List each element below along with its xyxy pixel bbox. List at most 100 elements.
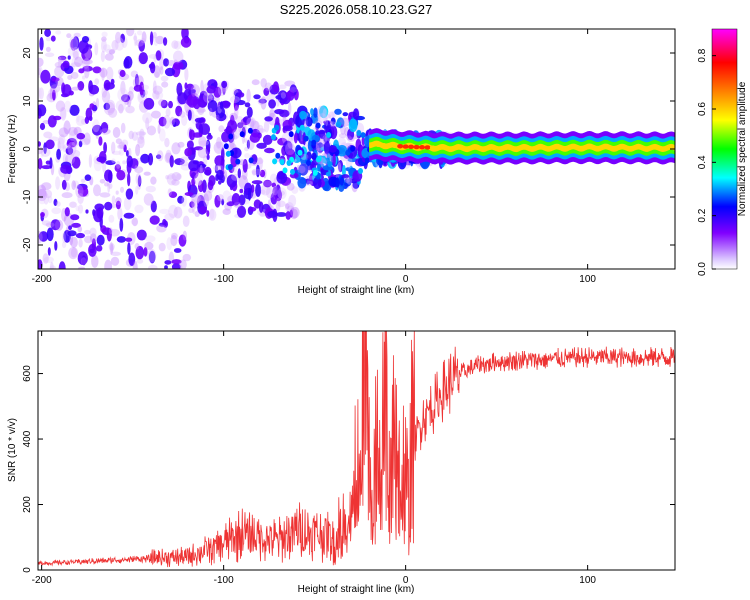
heatmap-cell bbox=[45, 222, 55, 228]
heatmap-cell bbox=[147, 153, 154, 166]
heatmap-cell bbox=[283, 140, 293, 153]
heatmap-cell bbox=[173, 248, 182, 253]
heatmap-cell bbox=[143, 171, 151, 176]
heatmap-cell bbox=[263, 87, 270, 96]
heatmap-cell bbox=[58, 55, 67, 61]
heatmap-cell bbox=[280, 92, 286, 99]
heatmap-cell bbox=[348, 118, 358, 133]
heatmap-cell bbox=[237, 92, 245, 98]
heatmap-cell bbox=[169, 116, 176, 126]
heatmap-cell bbox=[101, 36, 107, 42]
heatmap-cell bbox=[92, 119, 100, 133]
heatmap-cell bbox=[94, 78, 100, 85]
heatmap-cell bbox=[50, 84, 61, 93]
heatmap-cell bbox=[200, 79, 204, 94]
heatmap-cell bbox=[279, 159, 285, 165]
heatmap-cell bbox=[114, 164, 122, 173]
heatmap-cell bbox=[204, 166, 212, 176]
heatmap-cell bbox=[54, 241, 58, 251]
heatmap-cell bbox=[290, 168, 295, 175]
heatmap-cell bbox=[232, 134, 238, 140]
heatmap-cell bbox=[73, 180, 79, 188]
heatmap-cell bbox=[268, 99, 276, 109]
heatmap-cell bbox=[186, 83, 194, 90]
heatmap-cell bbox=[57, 137, 65, 152]
heatmap-cell bbox=[103, 102, 111, 110]
heatmap-cell bbox=[72, 46, 80, 61]
heatmap-cell bbox=[78, 238, 83, 248]
heatmap-cell bbox=[272, 81, 279, 93]
heatmap-cell bbox=[140, 37, 146, 44]
heatmap-cell bbox=[108, 183, 113, 189]
heatmap-cell bbox=[206, 210, 210, 217]
heatmap-cell bbox=[337, 160, 344, 173]
heatmap-cell bbox=[198, 136, 207, 148]
heatmap-cell bbox=[207, 100, 218, 113]
heatmap-cell bbox=[289, 209, 293, 218]
colorbar-axes: 0.0 0.2 0.4 0.6 0.8 bbox=[697, 48, 716, 276]
heatmap-cell bbox=[155, 50, 162, 61]
heatmap-cell bbox=[218, 125, 225, 133]
heatmap-cell bbox=[275, 197, 281, 212]
heatmap-cell bbox=[164, 260, 172, 265]
heatmap-cell bbox=[213, 81, 218, 89]
snr-ylabel: SNR (10 * v/v) bbox=[7, 418, 18, 482]
heatmap-cell bbox=[180, 37, 192, 48]
heatmap-cell bbox=[173, 40, 182, 50]
heatmap-cell bbox=[43, 192, 49, 205]
heatmap-cell bbox=[199, 164, 203, 177]
heatmap-cell bbox=[111, 141, 116, 154]
heatmap-cell bbox=[128, 130, 134, 140]
heatmap-cell bbox=[229, 95, 240, 104]
heatmap-cell bbox=[130, 70, 139, 78]
heatmap-cell bbox=[49, 261, 54, 269]
heatmap-cell bbox=[182, 253, 192, 262]
heatmap-cell bbox=[43, 256, 54, 264]
x-tick-label: 100 bbox=[579, 575, 596, 586]
heatmap-cell bbox=[220, 157, 225, 172]
heatmap-cell bbox=[115, 197, 122, 206]
heatmap-cell bbox=[274, 124, 280, 131]
heatmap-cell bbox=[38, 87, 45, 100]
heatmap-cell bbox=[288, 194, 297, 208]
heatmap-cell bbox=[263, 120, 270, 133]
x-tick-label: -200 bbox=[32, 274, 52, 285]
heatmap-cell bbox=[190, 194, 201, 202]
heatmap-cell bbox=[198, 163, 207, 168]
heatmap-cell bbox=[69, 234, 74, 246]
heatmap-cell bbox=[191, 178, 196, 186]
heatmap-cell bbox=[102, 44, 111, 51]
heatmap-cell bbox=[275, 116, 280, 127]
heatmap-cell bbox=[88, 84, 100, 95]
heatmap-cell bbox=[214, 164, 218, 174]
carrier-peak bbox=[369, 142, 376, 147]
heatmap-cell bbox=[70, 62, 81, 68]
heatmap-cell bbox=[164, 137, 170, 148]
heatmap-cell bbox=[69, 130, 79, 142]
heatmap-cell bbox=[152, 90, 160, 100]
heatmap-cell bbox=[50, 219, 61, 231]
heatmap-cell bbox=[203, 91, 213, 103]
heatmap-cell bbox=[40, 152, 44, 158]
heatmap-cell bbox=[235, 158, 241, 165]
y-tick-label: 20 bbox=[22, 47, 33, 59]
heatmap-cell bbox=[265, 186, 275, 199]
heatmap-cell bbox=[126, 155, 133, 168]
heatmap-cell bbox=[74, 56, 83, 68]
colorbar-tick-label: 0.6 bbox=[697, 102, 708, 116]
heatmap-cell bbox=[167, 188, 172, 196]
heatmap-cell bbox=[247, 207, 257, 212]
heatmap-cell bbox=[330, 117, 336, 125]
heatmap-cell bbox=[230, 114, 235, 126]
heatmap-cell bbox=[352, 108, 360, 121]
heatmap-cell bbox=[73, 32, 81, 38]
heatmap-cell bbox=[45, 36, 52, 42]
heatmap-cell bbox=[197, 178, 202, 186]
heatmap-cell bbox=[46, 227, 54, 242]
heatmap-cell bbox=[293, 132, 298, 144]
snr-xlabel: Height of straight line (km) bbox=[298, 584, 415, 595]
colorbar-tick-label: 0.8 bbox=[697, 48, 708, 62]
snr-frame bbox=[37, 330, 676, 571]
heatmap-cell bbox=[276, 172, 288, 184]
heatmap-cell bbox=[131, 217, 138, 227]
